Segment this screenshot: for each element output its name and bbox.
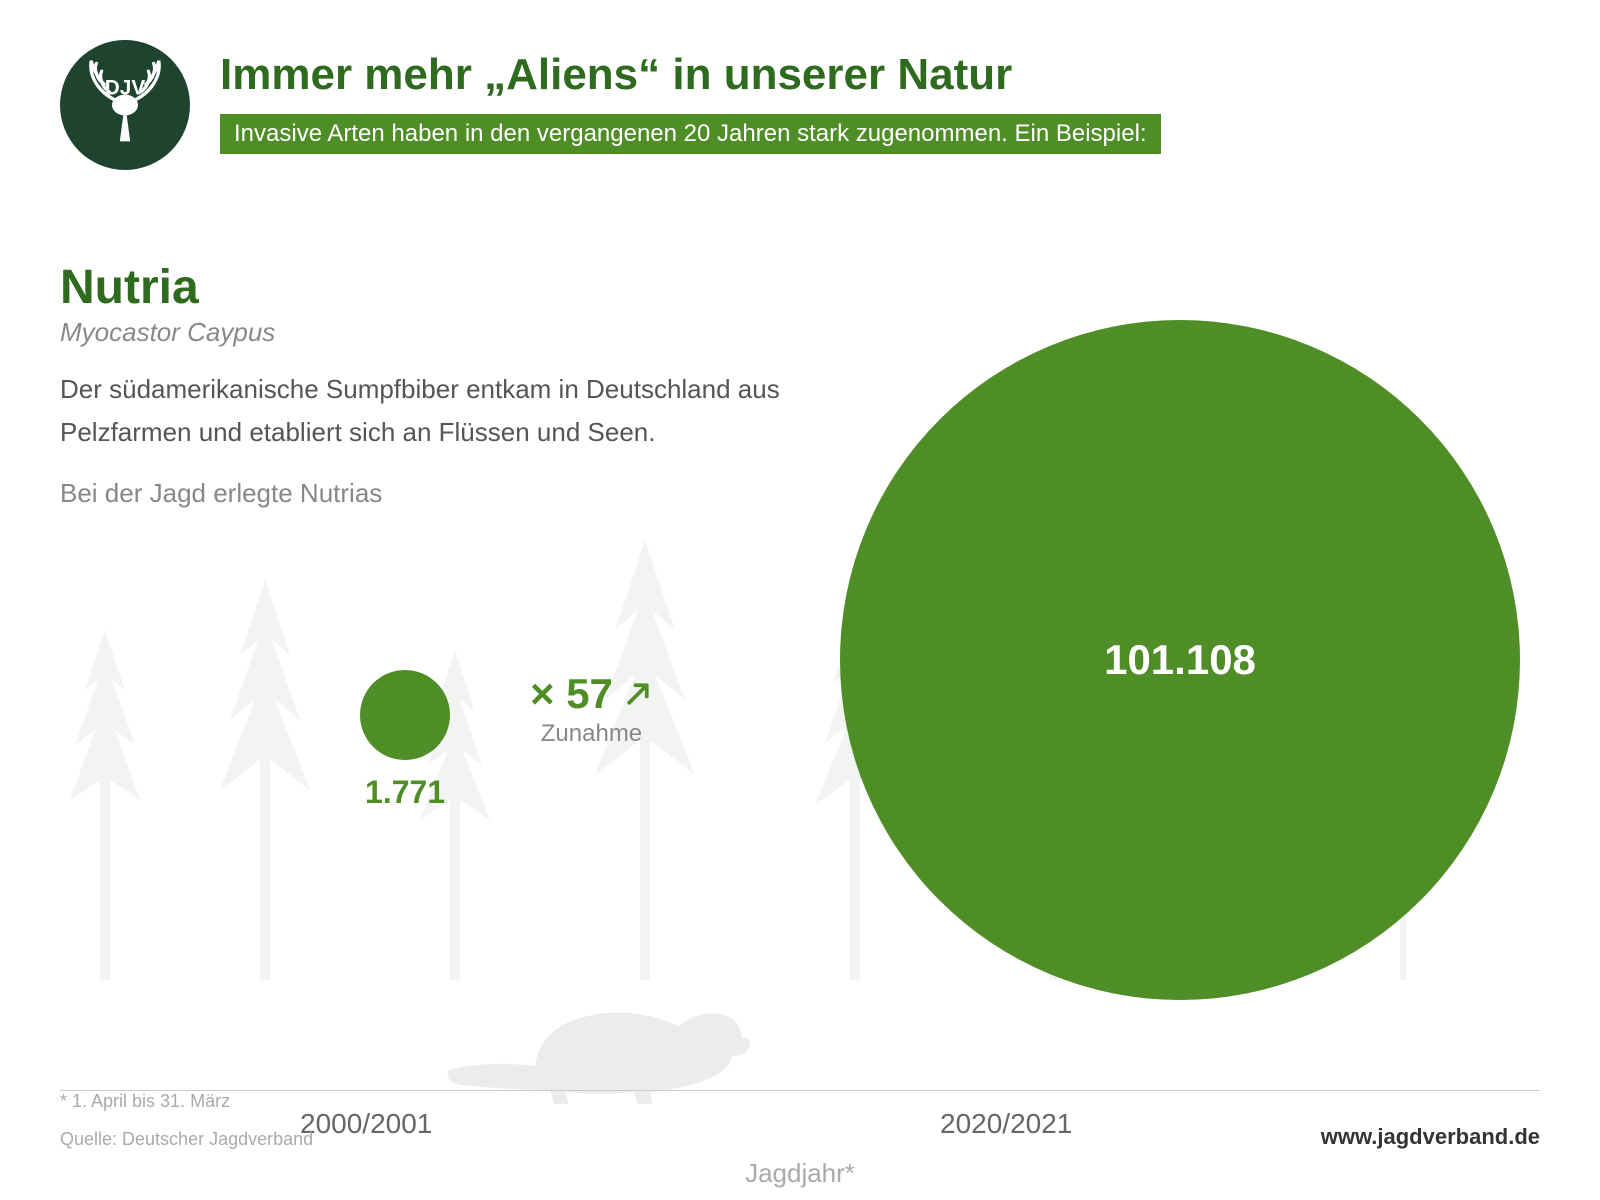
bubble-2020: 101.108: [840, 320, 1520, 1000]
chart-baseline: [60, 1090, 1540, 1091]
bubble-2000-value: 1.771: [365, 774, 445, 811]
bubble-2020-value: 101.108: [1104, 636, 1256, 684]
source-attribution: Quelle: Deutscher Jagdverband: [60, 1129, 313, 1150]
species-name: Nutria: [60, 260, 1540, 315]
content-area: Nutria Myocastor Caypus Der südamerikani…: [0, 260, 1600, 1200]
species-latin-name: Myocastor Caypus: [60, 317, 1540, 348]
increase-label: Zunahme: [530, 720, 653, 748]
x-axis-label: Jagdjahr*: [745, 1158, 855, 1189]
header-text-block: Immer mehr „Aliens“ in unserer Natur Inv…: [220, 40, 1161, 154]
djv-logo: DJV: [60, 40, 190, 170]
increase-factor: × 57: [530, 670, 613, 718]
year-label-2000: 2000/2001: [300, 1108, 432, 1140]
header: DJV Immer mehr „Aliens“ in unserer Natur…: [0, 0, 1600, 170]
chart-label: Bei der Jagd erlegte Nutrias: [60, 478, 1540, 509]
arrow-up-right-icon: [623, 679, 653, 709]
subtitle-bar: Invasive Arten haben in den vergangenen …: [220, 114, 1161, 154]
footnote: * 1. April bis 31. März: [60, 1091, 230, 1112]
bubble-2000: [360, 670, 450, 760]
logo-text: DJV: [105, 77, 146, 100]
website-url: www.jagdverband.de: [1321, 1124, 1540, 1150]
page-title: Immer mehr „Aliens“ in unserer Natur: [220, 50, 1161, 100]
species-description: Der südamerikanische Sumpfbiber entkam i…: [60, 368, 820, 454]
increase-indicator: × 57 Zunahme: [530, 670, 653, 748]
year-label-2020: 2020/2021: [940, 1108, 1072, 1140]
